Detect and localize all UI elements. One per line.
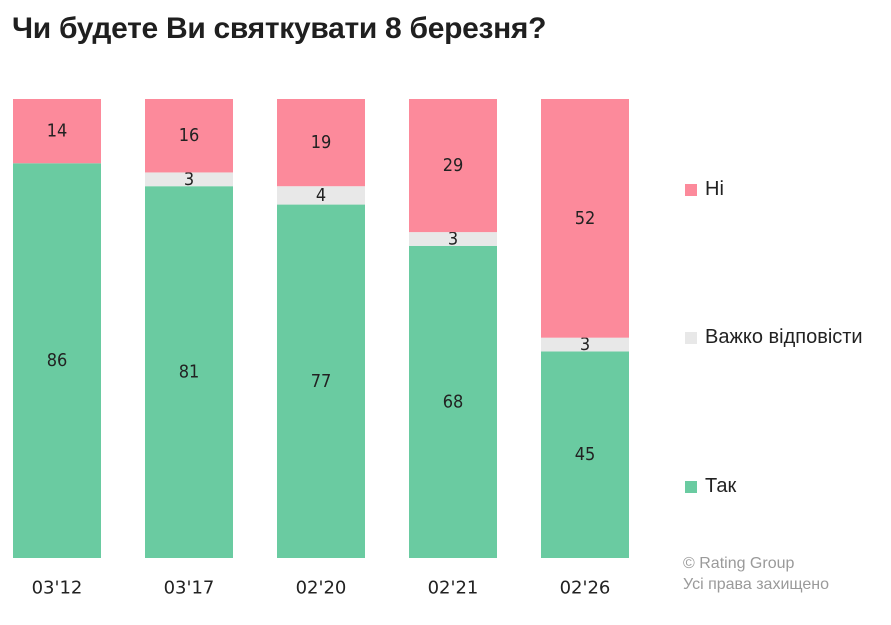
bar-yes-0 [13,163,101,558]
bar-hard-4 [541,337,629,352]
bar-yes-4 [541,351,629,558]
copyright: © Rating Group Усі права захищено [683,553,829,595]
data-label-hard-2: 4 [316,185,326,206]
bar-yes-1 [145,186,233,558]
bar-hard-1 [145,172,233,187]
data-label-no-4: 52 [575,208,596,229]
data-label-hard-1: 3 [184,169,194,190]
data-label-no-0: 14 [47,121,68,142]
x-tick-label-2: 02'20 [296,578,347,599]
copyright-line-1: © Rating Group [683,555,795,572]
legend-label-no: Ні [705,178,724,200]
legend-swatch-no [685,183,697,196]
bar-hard-2 [277,186,365,205]
data-label-no-3: 29 [443,155,464,176]
data-label-no-2: 19 [311,132,332,153]
x-tick-label-1: 03'17 [164,578,215,599]
bar-hard-3 [409,232,497,246]
chart-title: Чи будете Ви святкувати 8 березня? [12,12,547,45]
bar-yes-2 [277,204,365,558]
data-label-yes-3: 68 [443,391,464,412]
bar-no-1 [145,99,233,173]
bar-no-2 [277,99,365,187]
data-label-yes-1: 81 [179,362,200,383]
legend-item-no: Ні [685,178,724,201]
bar-no-0 [13,99,101,164]
data-label-hard-3: 3 [448,228,458,249]
legend-swatch-yes [685,480,697,493]
data-label-yes-4: 45 [575,444,596,465]
legend-swatch-hard [685,331,697,344]
x-tick-label-0: 03'12 [32,578,83,599]
legend-item-hard: Важко відповісти [685,326,863,349]
data-label-yes-0: 86 [47,350,68,371]
bar-no-3 [409,99,497,233]
copyright-line-2: Усі права захищено [683,576,830,593]
legend-label-hard: Важко відповісти [705,326,863,348]
x-tick-label-3: 02'21 [428,578,479,599]
data-label-no-1: 16 [179,125,200,146]
legend-label-yes: Так [705,475,737,497]
bar-no-4 [541,99,629,338]
legend-item-yes: Так [685,475,736,498]
x-tick-label-4: 02'26 [560,578,611,599]
data-label-yes-2: 77 [311,371,332,392]
bar-yes-3 [409,245,497,558]
data-label-hard-4: 3 [580,334,590,355]
